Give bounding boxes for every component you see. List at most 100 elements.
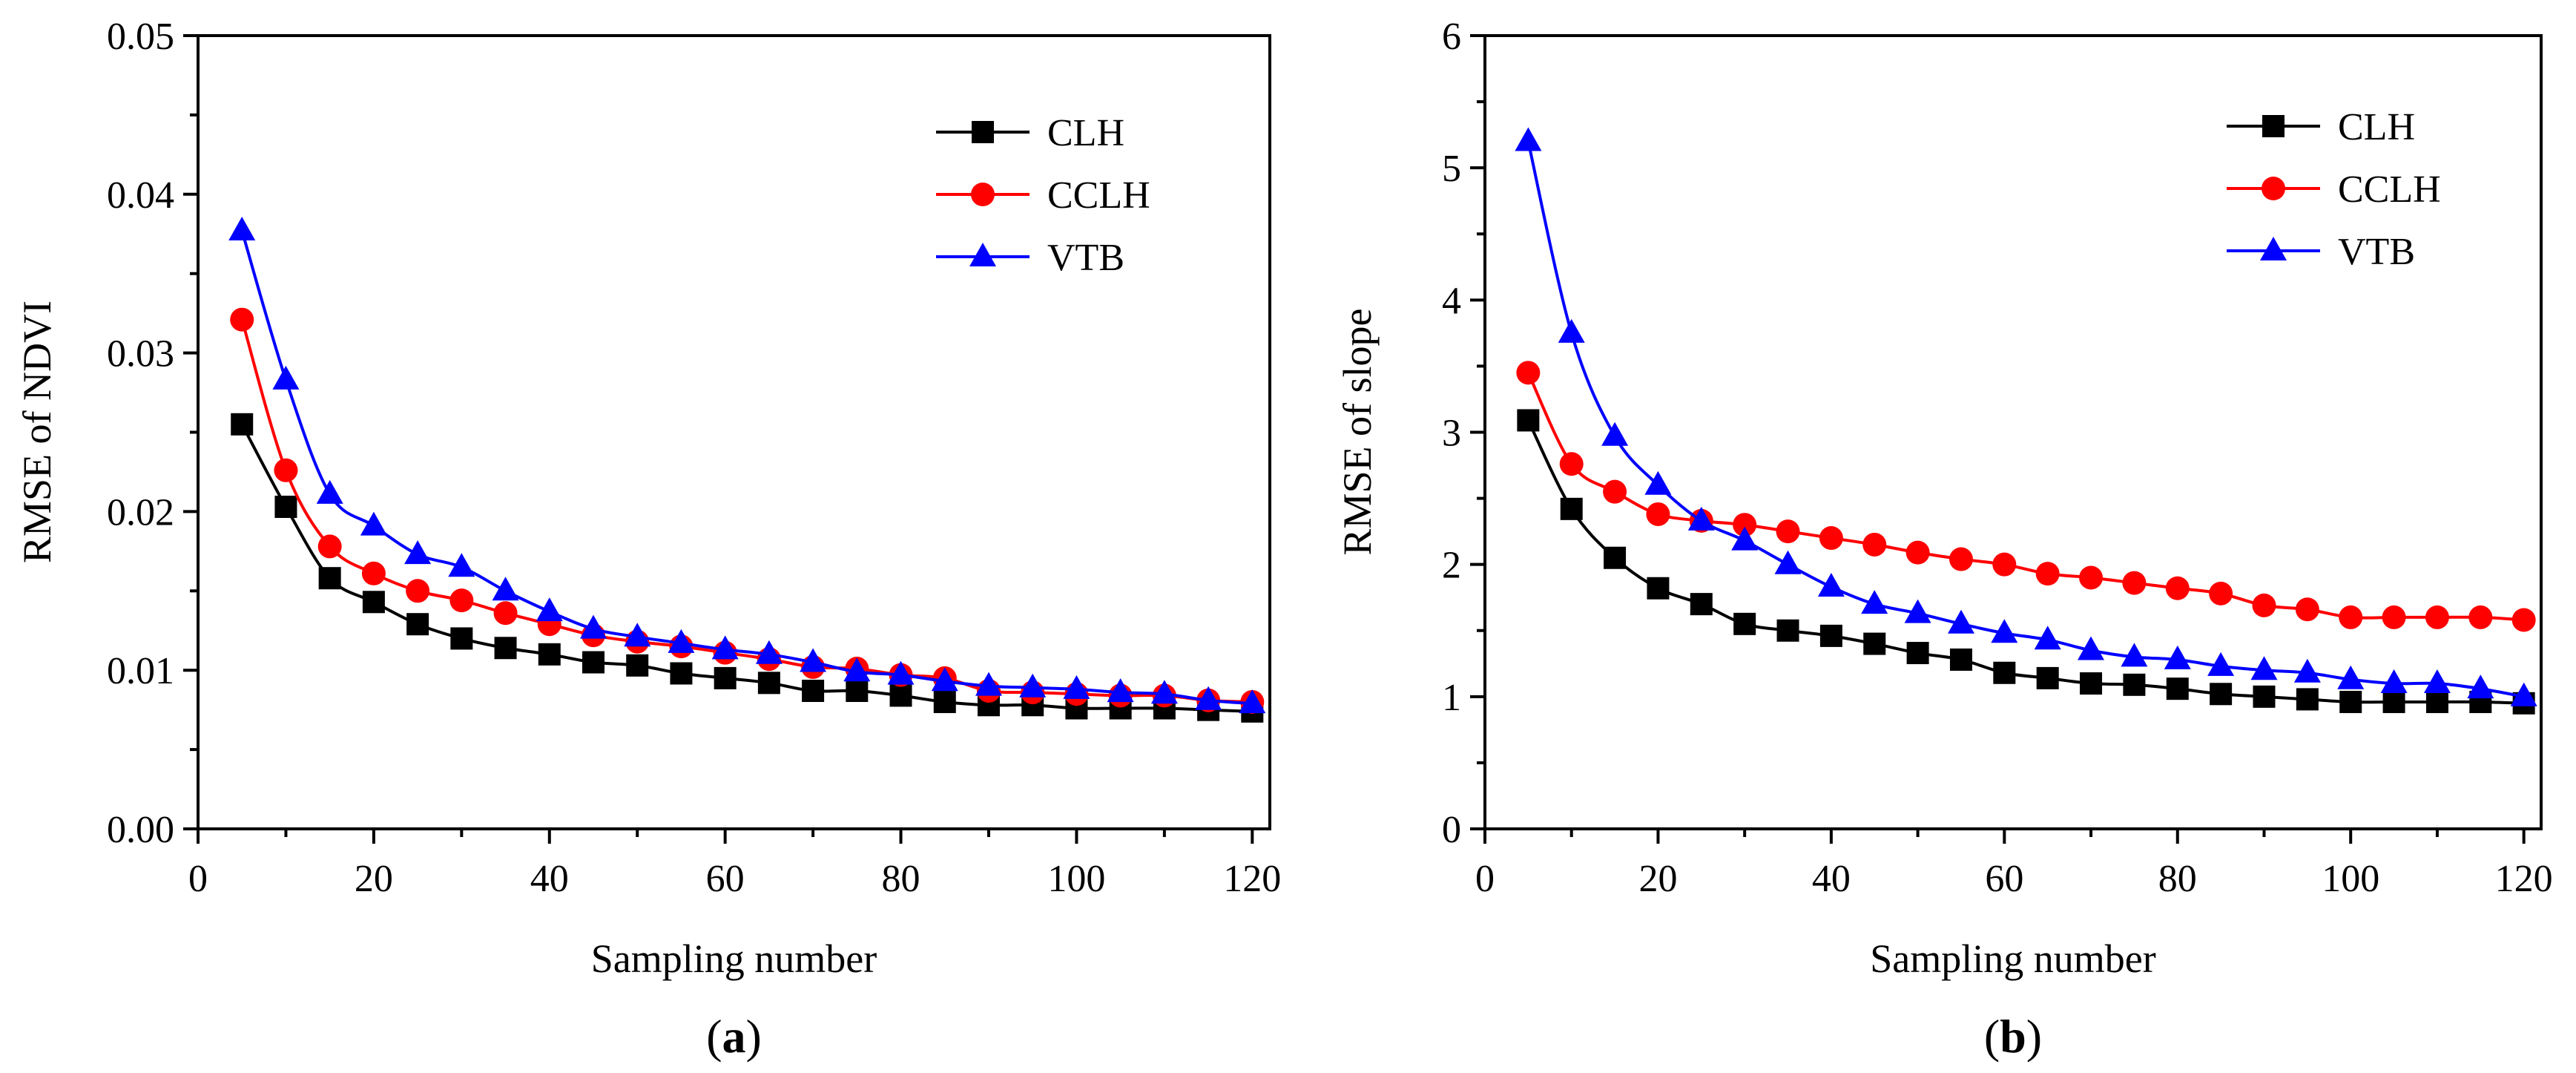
data-point-clh [757, 672, 780, 695]
data-point-vtb [2121, 643, 2148, 667]
legend-label-cclh: CCLH [2338, 168, 2441, 211]
data-point-clh [2296, 688, 2319, 711]
data-point-cclh [493, 601, 518, 626]
panel-label-letter: b [2000, 1010, 2026, 1063]
panel-label: (a) [706, 1010, 762, 1063]
series-line-vtb [240, 230, 1253, 706]
y-tick-label: 3 [1442, 413, 1461, 455]
x-tick-label: 100 [1047, 858, 1105, 900]
data-point-clh [1776, 619, 1799, 642]
data-point-vtb [1904, 599, 1931, 623]
x-tick-label: 120 [2495, 858, 2553, 900]
legend-marker-vtb [2260, 237, 2287, 260]
data-point-cclh [2295, 597, 2319, 622]
data-point-cclh [406, 579, 430, 603]
data-point-clh [231, 413, 254, 436]
data-point-clh [494, 637, 517, 660]
y-tick-label: 0.04 [107, 174, 174, 217]
legend-label-clh: CLH [1047, 112, 1124, 154]
data-point-vtb [2467, 675, 2494, 699]
data-point-cclh [449, 588, 474, 613]
y-tick-label: 6 [1442, 16, 1461, 58]
data-point-cclh [2511, 608, 2536, 632]
data-point-vtb [2510, 682, 2537, 706]
series-line-clh [1526, 419, 2524, 705]
data-point-vtb [580, 614, 607, 639]
data-point-clh [2253, 685, 2276, 708]
data-point-clh [2036, 666, 2059, 689]
data-point-vtb [448, 553, 475, 577]
data-point-cclh [2165, 576, 2190, 600]
chart-panel-a: 0 20 40 60 80 100 120 0.00 0.01 0.02 0.03 0.04 0.05 S… [15, 16, 1281, 1063]
data-point-clh [450, 627, 473, 650]
data-point-clh [1949, 648, 1972, 671]
data-point-vtb [2034, 626, 2061, 650]
data-point-vtb [2207, 652, 2235, 676]
data-point-vtb [887, 660, 915, 685]
series-clh [231, 413, 1264, 723]
series-clh [1517, 409, 2535, 715]
data-point-vtb [2380, 669, 2408, 693]
data-point-vtb [1948, 609, 1974, 634]
data-point-vtb [492, 577, 519, 601]
data-point-clh [933, 690, 956, 713]
data-point-vtb [2293, 658, 2321, 683]
data-point-clh [274, 495, 297, 518]
data-point-cclh [2122, 571, 2147, 595]
data-point-vtb [975, 672, 1002, 696]
data-point-clh [318, 567, 341, 590]
data-point-clh [2166, 677, 2189, 700]
x-tick-label: 20 [1638, 858, 1677, 900]
data-point-cclh [317, 534, 342, 559]
data-point-cclh [2339, 605, 2363, 629]
data-point-vtb [2164, 645, 2191, 669]
x-tick-label: 40 [530, 858, 569, 900]
data-point-vtb [272, 365, 300, 390]
data-point-cclh [2035, 562, 2060, 586]
y-tick-label: 0 [1442, 809, 1461, 851]
data-point-cclh [1733, 513, 1757, 537]
data-point-vtb [931, 667, 958, 692]
data-point-vtb [668, 629, 695, 653]
data-point-vtb [536, 597, 563, 622]
legend: CLH CCLH VTB [2227, 106, 2441, 273]
x-tick-label: 100 [2322, 858, 2379, 900]
y-axis-title: RMSE of NDVI [15, 301, 59, 563]
legend-label-vtb: VTB [2338, 231, 2415, 273]
data-point-clh [1733, 612, 1756, 635]
data-point-cclh [1862, 532, 1887, 557]
data-point-clh [1863, 632, 1886, 655]
data-point-vtb [624, 623, 651, 647]
data-point-clh [2339, 690, 2362, 713]
y-tick-label: 4 [1442, 280, 1461, 322]
series-line-cclh [240, 319, 1253, 703]
data-point-clh [846, 679, 869, 702]
y-tick-label: 2 [1442, 545, 1461, 587]
legend-marker-cclh [2262, 177, 2285, 200]
data-point-clh [406, 613, 429, 636]
data-point-vtb [1644, 470, 1672, 495]
data-point-vtb [1731, 526, 1759, 551]
legend: CLH CCLH VTB [936, 112, 1150, 279]
data-point-vtb [360, 511, 387, 536]
data-point-cclh [2468, 605, 2493, 629]
data-point-clh [889, 684, 912, 707]
data-point-cclh [2382, 605, 2406, 629]
data-point-vtb [1774, 550, 1802, 574]
series-line-cclh [1526, 372, 2524, 622]
data-point-clh [2210, 683, 2233, 706]
data-point-clh [626, 654, 649, 677]
legend-marker-vtb [969, 243, 996, 266]
data-point-vtb [1150, 680, 1178, 704]
data-point-cclh [1992, 552, 2017, 577]
y-tick-label: 0.05 [107, 16, 174, 58]
y-axis-title: RMSE of slope [1335, 308, 1380, 555]
data-point-cclh [1603, 479, 1627, 504]
y-tick-label: 0.00 [107, 809, 174, 851]
legend-label-vtb: VTB [1047, 237, 1124, 279]
data-point-vtb [1991, 619, 2018, 643]
panel-label-letter: a [722, 1010, 746, 1063]
panel-label-open: ( [1984, 1010, 2000, 1063]
legend-label-cclh: CCLH [1047, 174, 1150, 217]
x-tick-label: 0 [188, 858, 208, 900]
